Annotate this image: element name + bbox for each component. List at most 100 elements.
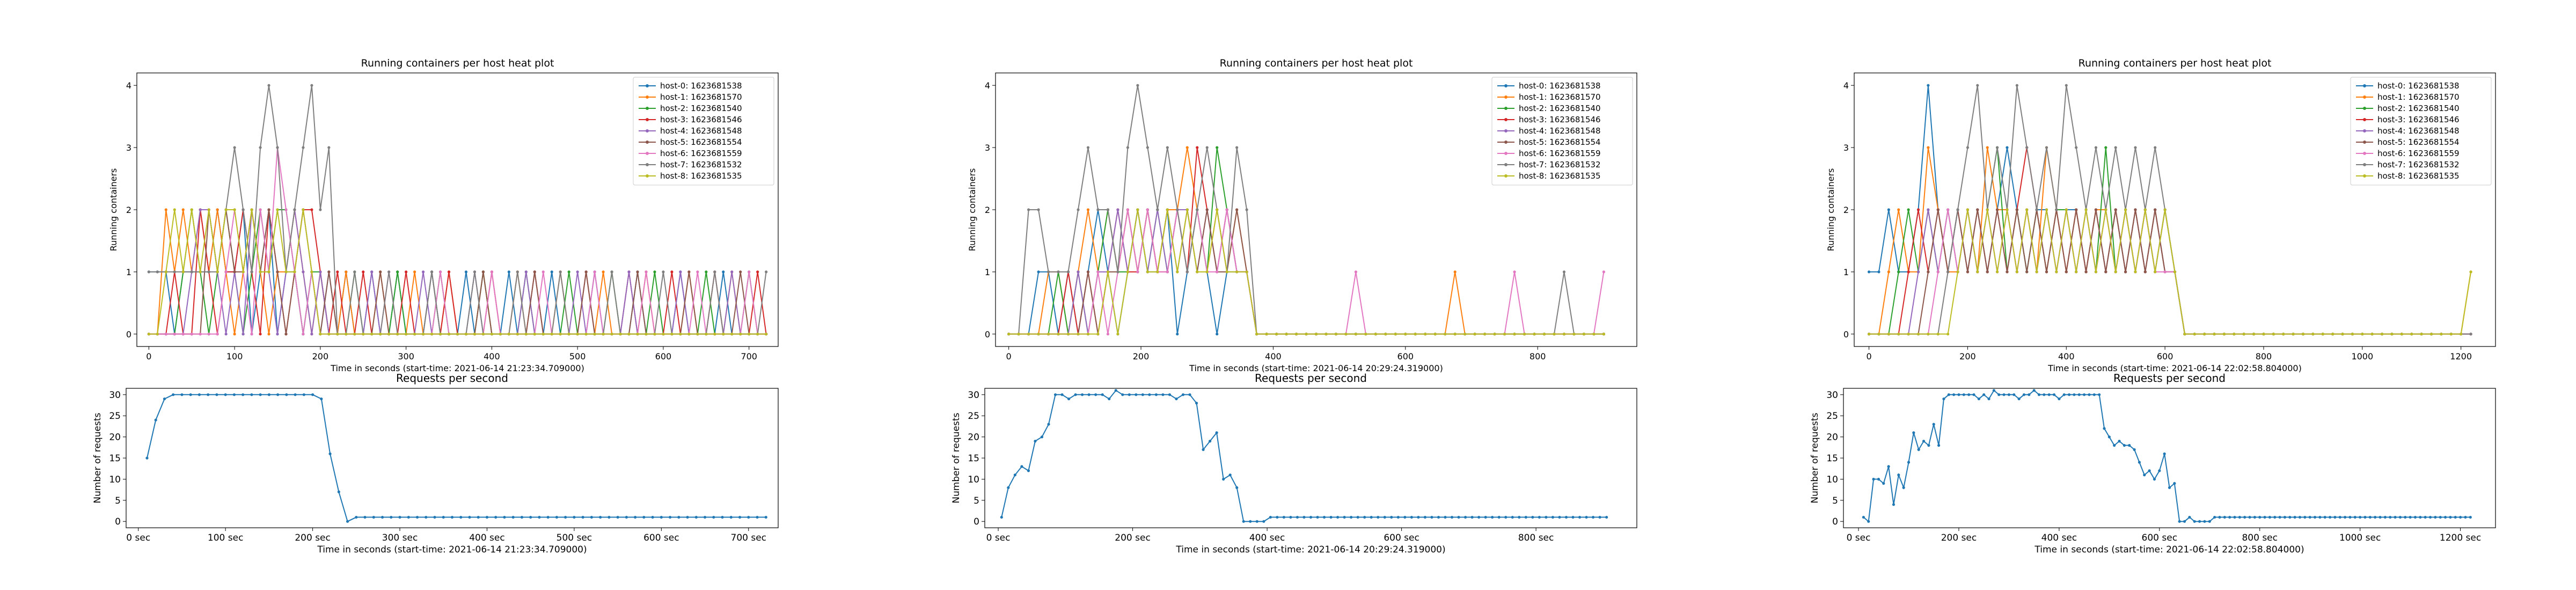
data-point (2133, 448, 2136, 451)
data-point (2035, 270, 2038, 274)
legend-marker (646, 141, 649, 144)
data-point (2148, 469, 2151, 473)
data-point (1887, 333, 1890, 336)
data-point (215, 393, 218, 396)
data-point (581, 515, 584, 519)
data-point (2283, 515, 2287, 519)
data-point (533, 333, 536, 336)
data-point (1513, 333, 1516, 336)
data-point (1558, 515, 1561, 519)
legend-marker (646, 84, 649, 87)
data-point (1136, 208, 1139, 211)
data-point (2006, 270, 2009, 274)
data-point (1927, 208, 1930, 211)
data-point (2045, 270, 2048, 274)
data-point (310, 208, 313, 211)
data-point (1463, 333, 1467, 336)
data-point (546, 515, 550, 519)
data-point (2222, 333, 2226, 336)
data-point (1410, 515, 1413, 519)
data-point (2394, 515, 2397, 519)
chart-title: Requests per second (396, 372, 508, 385)
data-point (1205, 146, 1209, 149)
legend-marker (2363, 95, 2366, 99)
data-point (1344, 333, 1348, 336)
data-point (2363, 515, 2367, 519)
data-point (653, 270, 656, 274)
data-point (550, 270, 553, 274)
data-point (2262, 333, 2265, 336)
data-point (370, 270, 374, 274)
data-point (677, 515, 680, 519)
data-point (2025, 208, 2029, 211)
data-point (2134, 208, 2137, 211)
data-point (180, 393, 184, 396)
data-point (1396, 515, 1400, 519)
data-point (1324, 333, 1328, 336)
data-point (380, 515, 384, 519)
data-point (355, 515, 358, 519)
data-point (2409, 515, 2412, 519)
data-point (1245, 208, 1248, 211)
data-point (190, 333, 193, 336)
data-point (1531, 515, 1534, 519)
data-point (181, 270, 185, 274)
data-point (1477, 515, 1481, 519)
data-point (181, 208, 185, 211)
data-point (396, 270, 399, 274)
x-axis-label: Time in seconds (start-time: 2021-06-14 … (1175, 544, 1445, 555)
data-point (1235, 270, 1239, 274)
data-point (1962, 393, 1965, 396)
data-point (721, 515, 724, 519)
data-point (2045, 208, 2048, 211)
legend-label: host-4: 1623681548 (1519, 126, 1601, 136)
y-tick-label: 0 (985, 329, 990, 340)
data-point (310, 270, 313, 274)
data-point (2323, 515, 2326, 519)
data-point (602, 333, 605, 336)
data-point (267, 84, 270, 87)
data-point (145, 456, 149, 460)
data-point (602, 270, 605, 274)
data-point (1995, 208, 1999, 211)
data-point (405, 333, 408, 336)
legend-marker (646, 163, 649, 166)
data-point (1108, 397, 1111, 401)
data-point (438, 270, 442, 274)
x-tick-label: 1200 (2450, 351, 2472, 362)
data-point (1209, 439, 1212, 443)
data-point (181, 333, 185, 336)
data-point (1922, 439, 1926, 443)
data-point (1907, 333, 1910, 336)
data-point (1007, 333, 1011, 336)
data-point (559, 333, 562, 336)
data-point (2002, 393, 2006, 396)
data-point (2292, 333, 2295, 336)
data-point (216, 208, 219, 211)
data-point (1309, 515, 1313, 519)
data-point (2440, 333, 2443, 336)
data-point (1228, 473, 1232, 477)
data-point (2328, 515, 2332, 519)
data-point (1957, 393, 1960, 396)
series-host-8 (1007, 208, 1606, 336)
data-point (2434, 515, 2437, 519)
data-point (1483, 333, 1487, 336)
data-point (302, 208, 305, 211)
data-point (320, 397, 323, 401)
data-point (1902, 486, 1905, 489)
data-point (1126, 146, 1129, 149)
data-point (576, 333, 579, 336)
data-point (1037, 270, 1040, 274)
data-point (293, 270, 296, 274)
data-point (687, 270, 691, 274)
chart-title: Running containers per host heat plot (1220, 57, 1413, 69)
data-point (2114, 208, 2117, 211)
data-point (2163, 270, 2167, 274)
data-point (1585, 515, 1588, 519)
data-point (2045, 146, 2048, 149)
data-point (1403, 515, 1407, 519)
data-point (625, 515, 628, 519)
data-point (662, 333, 665, 336)
